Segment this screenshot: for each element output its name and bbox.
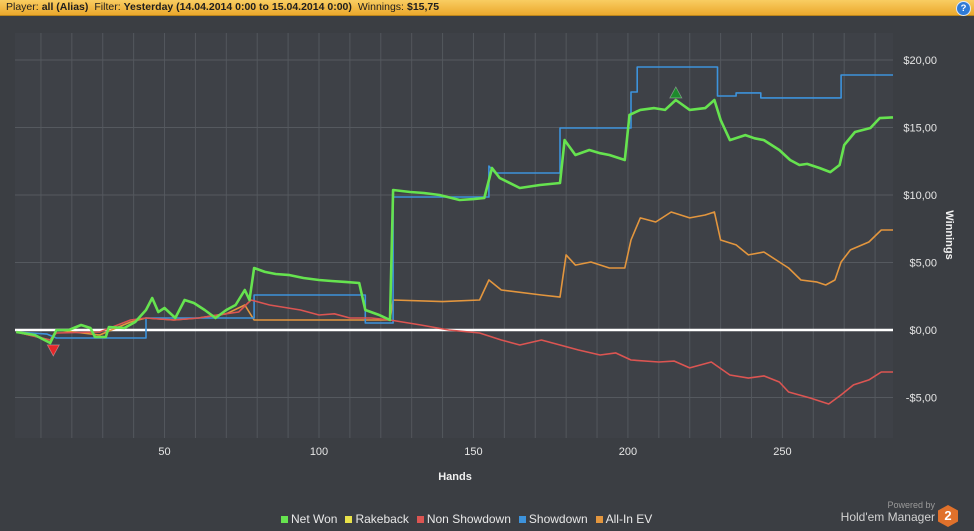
winnings-label: Winnings: xyxy=(357,1,404,13)
x-tick-label: 150 xyxy=(464,446,482,458)
legend-swatch xyxy=(281,515,288,523)
logo-glyph: 2 xyxy=(944,508,952,523)
legend-item-all-in-ev[interactable]: All-In EV xyxy=(595,512,653,526)
series-line-non-showdown xyxy=(16,299,893,405)
help-glyph: ? xyxy=(960,3,967,14)
y-tick-label: $20,00 xyxy=(903,55,937,67)
powered-by-text: Powered by xyxy=(887,500,935,510)
legend-item-non-showdown[interactable]: Non Showdown xyxy=(416,512,511,526)
x-tick-label: 250 xyxy=(773,446,791,458)
legend-label: Showdown xyxy=(528,512,588,526)
legend-item-showdown[interactable]: Showdown xyxy=(518,512,588,526)
filter-bar: Player: all (Alias) Filter: Yesterday (14.0… xyxy=(0,0,974,16)
x-tick-label: 100 xyxy=(310,446,328,458)
y-tick-label: -$5,00 xyxy=(906,393,937,405)
product-name: Hold'em Manager xyxy=(840,510,935,524)
chart-legend: Net Won Rakeback Non Showdown Showdown All-I… xyxy=(281,512,652,526)
y-tick-label: $10,00 xyxy=(903,190,937,202)
x-tick-label: 200 xyxy=(619,446,637,458)
x-axis-title: Hands xyxy=(438,471,472,483)
y-axis-title: Winnings xyxy=(943,210,955,259)
series-layer xyxy=(15,66,894,405)
player-value: all (Alias) xyxy=(41,1,89,13)
grid xyxy=(15,33,893,438)
winnings-value: $15,75 xyxy=(406,1,440,13)
series-line-net-won xyxy=(15,98,894,345)
filter-value: Yesterday (14.04.2014 0:00 to 15.04.2014… xyxy=(123,1,352,13)
max-marker xyxy=(669,86,683,99)
hem2-logo-icon: 2 xyxy=(938,505,958,527)
y-tick-label: $0,00 xyxy=(909,325,937,337)
legend-swatch xyxy=(345,515,353,523)
x-tick-label: 50 xyxy=(158,446,170,458)
legend-label: Non Showdown xyxy=(426,512,511,526)
min-marker xyxy=(46,344,60,357)
filter-label: Filter: xyxy=(94,1,121,13)
legend-label: Net Won xyxy=(291,512,338,526)
legend-label: All-In EV xyxy=(605,512,653,526)
legend-swatch xyxy=(416,515,424,523)
player-label: Player: xyxy=(6,1,39,13)
plot-area xyxy=(15,33,893,438)
legend-item-rakeback[interactable]: Rakeback xyxy=(345,512,409,526)
legend-item-net-won[interactable]: Net Won xyxy=(281,512,337,526)
tick-labels: -$5,00 $0,00 $5,00 $10,00 $15,00 $20,00 50 100 1… xyxy=(158,55,937,458)
legend-label: Rakeback xyxy=(355,512,409,526)
legend-swatch xyxy=(518,515,526,523)
y-tick-label: $5,00 xyxy=(909,258,937,270)
help-icon[interactable]: ? xyxy=(956,1,971,16)
y-tick-label: $15,00 xyxy=(903,123,937,135)
legend-swatch xyxy=(595,515,603,523)
